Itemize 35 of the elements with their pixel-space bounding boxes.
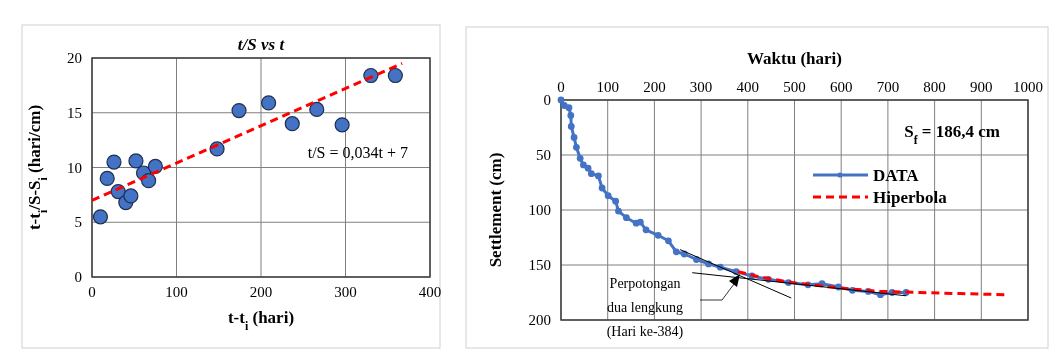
y-tick-label: 15 xyxy=(67,104,82,121)
annotation: S$_{f}$ = 186,4 cm xyxy=(904,122,1000,147)
y-tick-label: 10 xyxy=(67,159,82,176)
y-tick-label: 0 xyxy=(74,269,82,285)
y-tick-label: 5 xyxy=(74,214,82,231)
legend-label: DATA xyxy=(873,166,920,185)
x-tick-label: 400 xyxy=(736,79,760,95)
x-tick-label: 200 xyxy=(249,284,273,300)
x-tick-label: 600 xyxy=(829,79,853,95)
y-tick-label: 200 xyxy=(528,312,551,328)
x-tick-label: 0 xyxy=(557,79,565,95)
x-tick-label: 300 xyxy=(334,284,357,300)
x-tick-label: 100 xyxy=(596,79,619,95)
y-tick-label: 20 xyxy=(67,50,82,66)
x-tick-label: 1000 xyxy=(1013,79,1043,95)
annotation: Perpotongan dua lengkung (Hari ke-384) xyxy=(606,276,684,340)
y-tick-label: 50 xyxy=(536,147,551,163)
x-tick-label: 800 xyxy=(923,79,946,95)
y-tick-label: 100 xyxy=(528,202,551,218)
chart-title: t/S vs t xyxy=(237,35,286,54)
x-tick-label: 200 xyxy=(643,79,666,95)
legend-label: Hiperbola xyxy=(873,188,948,207)
x-tick-label: 300 xyxy=(689,79,713,95)
annotation: t/S = 0,034t + 7 xyxy=(307,144,408,161)
x-tick-label: 0 xyxy=(88,284,96,300)
y-axis-title: Settlement (cm) xyxy=(486,152,505,268)
x-axis-title: Waktu (hari) xyxy=(747,49,842,68)
y-tick-label: 150 xyxy=(528,257,551,273)
x-tick-label: 100 xyxy=(165,284,188,300)
y-tick-label: 0 xyxy=(543,92,551,108)
x-tick-label: 700 xyxy=(876,79,900,95)
x-tick-label: 400 xyxy=(418,284,442,300)
x-axis-title: t-t$_{i}$ (hari) xyxy=(227,308,295,333)
x-tick-label: 500 xyxy=(783,79,806,95)
x-tick-label: 900 xyxy=(970,79,993,95)
